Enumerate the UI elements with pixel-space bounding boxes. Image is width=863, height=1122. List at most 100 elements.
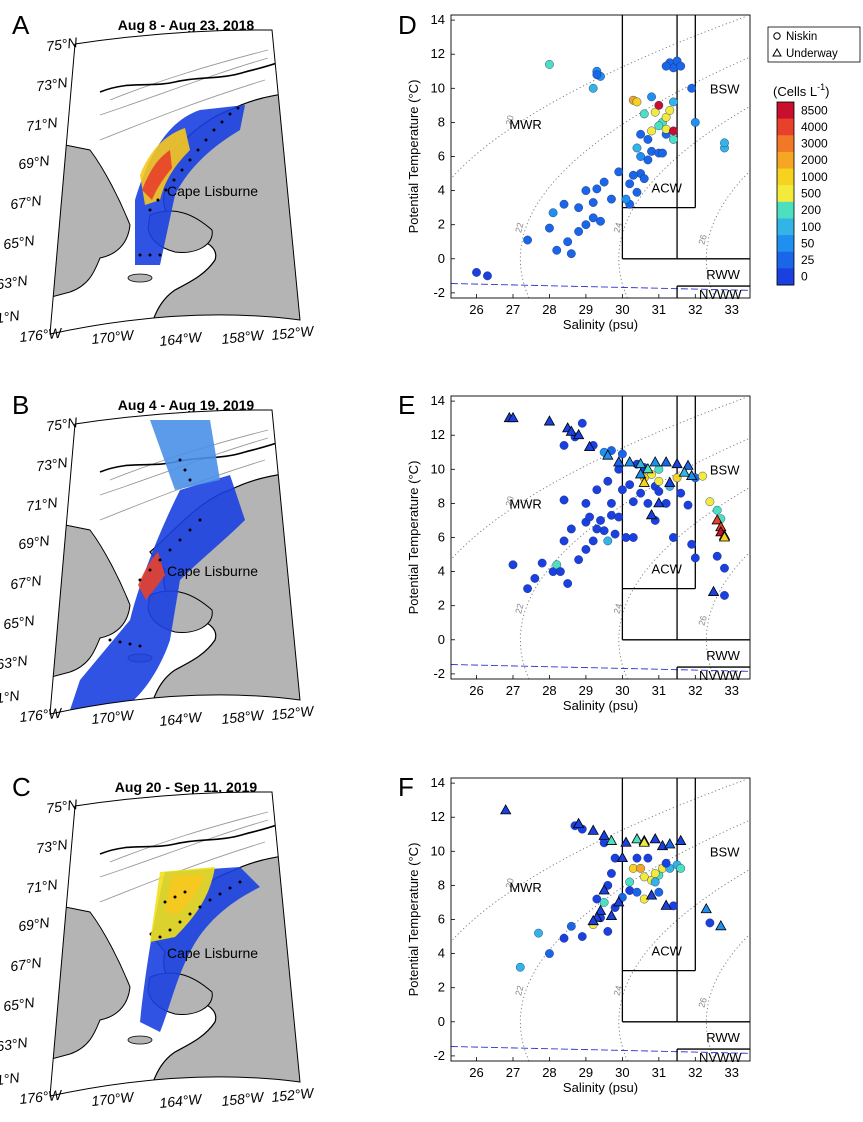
- data-point-niskin: [610, 529, 620, 539]
- data-point-niskin: [650, 877, 660, 887]
- data-point-niskin: [654, 887, 664, 897]
- colorbar-swatch: [777, 135, 794, 153]
- data-point-niskin: [581, 186, 591, 195]
- data-point-underway: [715, 919, 727, 931]
- data-point-niskin: [669, 126, 678, 136]
- data-point-underway: [682, 459, 694, 470]
- isopycnal-line: [705, 551, 750, 679]
- colorbar-units: (Cells L-1): [773, 82, 829, 99]
- station-dot: [158, 935, 162, 939]
- data-point-niskin: [705, 918, 715, 928]
- panel-letter-a: A: [12, 10, 30, 40]
- data-point-niskin: [687, 539, 697, 549]
- data-point-underway: [605, 834, 618, 845]
- data-point-niskin: [661, 112, 671, 122]
- panel-title-b: Aug 4 - Aug 19, 2019: [118, 397, 255, 413]
- data-point-niskin: [676, 61, 686, 71]
- station-dot: [198, 905, 202, 909]
- data-point-niskin: [617, 449, 627, 459]
- data-point-niskin: [647, 146, 656, 156]
- x-tick-label: 28: [542, 1065, 556, 1080]
- data-point-niskin: [592, 485, 602, 495]
- x-axis-label: Salinity (psu): [563, 698, 638, 713]
- station-dot: [180, 168, 184, 172]
- data-point-underway: [700, 902, 712, 914]
- data-point-niskin: [639, 174, 649, 184]
- data-point-underway: [664, 476, 676, 487]
- data-point-underway: [602, 449, 614, 460]
- data-point-niskin: [574, 203, 584, 213]
- data-point-niskin: [588, 536, 598, 546]
- data-point-underway: [613, 896, 625, 907]
- x-tick-label: 26: [469, 683, 483, 698]
- data-point-niskin: [534, 928, 543, 938]
- bathymetry-contour: [109, 811, 269, 863]
- x-tick-label: 27: [506, 1065, 520, 1080]
- latitude-label: 61°N: [0, 307, 21, 327]
- data-point-underway: [634, 457, 647, 469]
- data-point-niskin: [614, 512, 624, 522]
- panel-letter-b: B: [12, 390, 29, 420]
- y-tick-label: 10: [431, 843, 445, 858]
- water-mass-label-rww: RWW: [706, 648, 740, 663]
- data-point-niskin: [603, 476, 613, 486]
- latitude-label: 67°N: [9, 572, 43, 592]
- station-dot: [178, 538, 182, 542]
- y-axis-label: Potential Temperature (°C): [406, 80, 421, 234]
- data-point-niskin: [545, 60, 554, 69]
- colorbar-tick-label: 100: [801, 220, 821, 234]
- data-point-niskin: [596, 216, 605, 226]
- longitude-label: 170°W: [91, 706, 136, 727]
- data-point-underway: [671, 457, 683, 469]
- data-point-underway: [583, 440, 596, 452]
- data-point-niskin: [617, 485, 627, 495]
- data-point-niskin: [669, 533, 678, 542]
- data-point-underway: [594, 904, 607, 915]
- data-point-niskin: [720, 138, 729, 148]
- station-dot: [212, 128, 216, 132]
- water-mass-label-bsw: BSW: [710, 462, 740, 477]
- station-dot: [198, 518, 202, 522]
- data-point-underway: [500, 804, 512, 815]
- data-point-niskin: [643, 155, 653, 165]
- colorbar-swatch: [777, 185, 794, 203]
- y-tick-label: -2: [433, 666, 445, 681]
- latitude-label: 63°N: [0, 272, 29, 292]
- x-tick-label: 28: [542, 683, 556, 698]
- longitude-label: 176°W: [19, 1086, 64, 1107]
- water-mass-label-nvww: NVWW: [699, 287, 742, 302]
- axes-frame: [450, 14, 751, 299]
- latitude-label: 69°N: [17, 152, 51, 172]
- data-point-niskin: [625, 480, 635, 490]
- colorbar-tick-label: 50: [801, 236, 815, 250]
- colorbar-swatch: [777, 268, 794, 286]
- data-point-niskin: [563, 237, 573, 247]
- data-point-niskin: [614, 167, 624, 177]
- data-point-niskin: [607, 194, 616, 204]
- bathymetry-contour: [99, 79, 266, 141]
- data-point-niskin: [636, 863, 646, 873]
- data-point-niskin: [705, 497, 715, 507]
- colorbar-tick-label: 3000: [801, 137, 828, 151]
- data-point-niskin: [599, 898, 609, 907]
- x-tick-label: 31: [652, 683, 666, 698]
- data-point-underway: [587, 914, 599, 926]
- data-point-niskin: [647, 92, 656, 102]
- x-axis-label: Salinity (psu): [563, 317, 638, 332]
- map-body: [50, 29, 300, 334]
- y-tick-label: 0: [438, 632, 445, 647]
- isopycnal-label: 26: [697, 614, 709, 626]
- cape-lisburne-label: Cape Lisburne: [167, 563, 258, 579]
- panel-title-a: Aug 8 - Aug 23, 2018: [118, 17, 255, 33]
- longitude-label: 158°W: [221, 706, 266, 727]
- underway-legend-marker: [772, 47, 782, 57]
- x-tick-label: 27: [506, 302, 520, 317]
- sampling-region: [165, 874, 205, 914]
- data-point-niskin: [592, 524, 602, 534]
- data-point-underway: [660, 456, 672, 467]
- colorbar-frame: [776, 101, 795, 286]
- data-point-underway: [613, 456, 625, 467]
- data-point-underway: [623, 456, 636, 467]
- y-tick-label: -2: [433, 285, 445, 300]
- station-dot: [148, 253, 152, 257]
